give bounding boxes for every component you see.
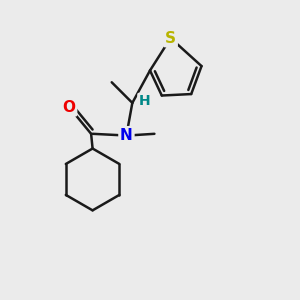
Text: O: O [62,100,76,115]
Text: H: H [139,94,151,108]
Text: N: N [120,128,133,143]
Text: S: S [165,31,176,46]
